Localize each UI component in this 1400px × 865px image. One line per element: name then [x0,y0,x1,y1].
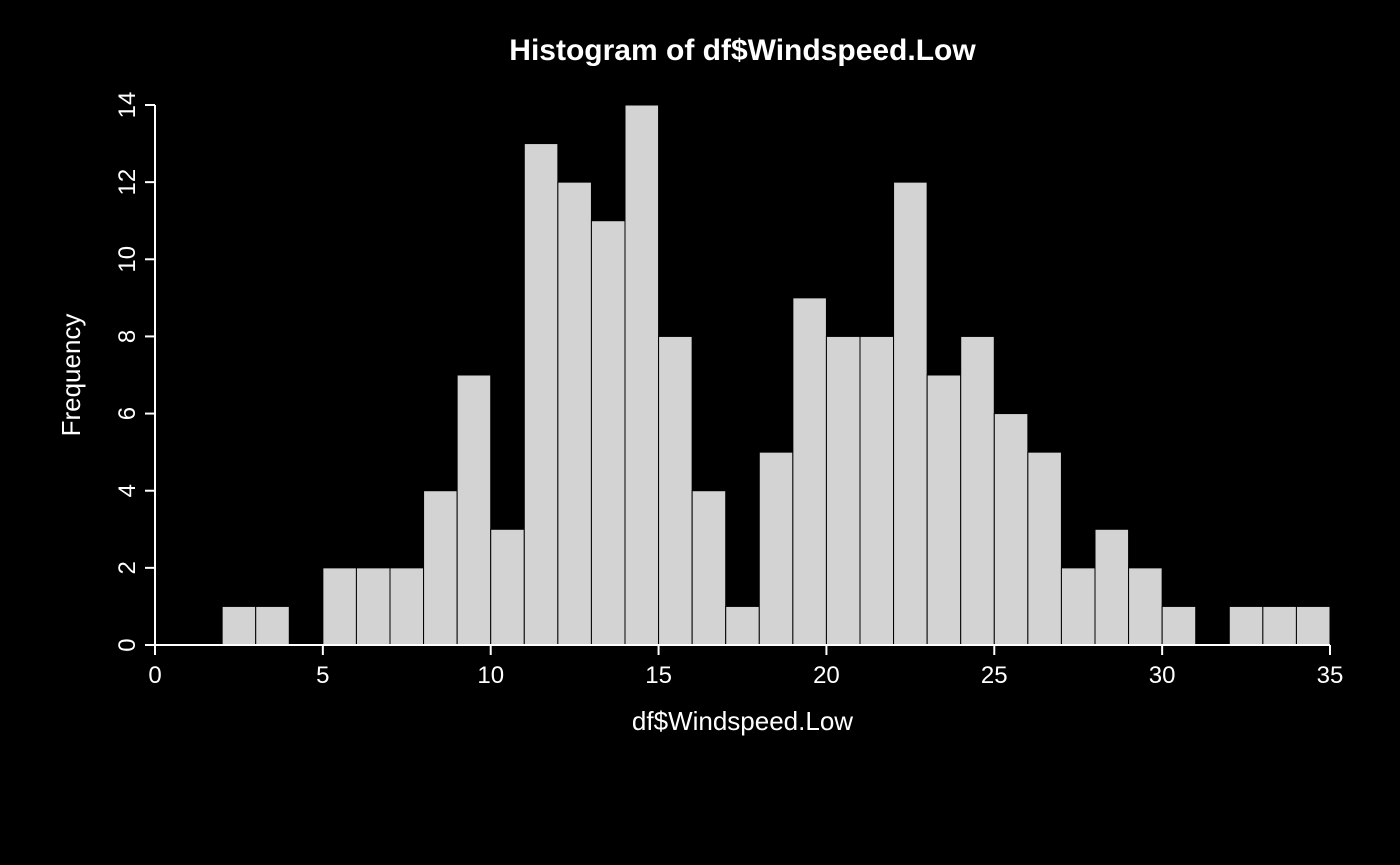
chart-title: Histogram of df$Windspeed.Low [509,34,976,67]
histogram-bar [558,182,592,645]
chart-container: Histogram of df$Windspeed.Low05101520253… [0,0,1400,865]
histogram-bar [826,336,860,645]
histogram-bar [524,144,558,645]
histogram-bar [1028,452,1062,645]
histogram-bar [1229,606,1263,645]
x-tick-label: 10 [477,662,504,689]
histogram-bar [222,606,256,645]
histogram-bar [1162,606,1196,645]
histogram-bar [860,336,894,645]
histogram-bar [726,606,760,645]
histogram-bar [424,491,458,645]
y-tick-label: 2 [114,561,141,574]
histogram-bar [256,606,290,645]
x-tick-label: 5 [316,662,329,689]
histogram-bar [927,375,961,645]
y-tick-label: 0 [114,638,141,651]
histogram-bar [390,568,424,645]
histogram-bar [961,336,995,645]
y-tick-label: 6 [114,407,141,420]
x-tick-label: 35 [1317,662,1344,689]
histogram-bar [1263,606,1297,645]
x-tick-label: 15 [645,662,672,689]
x-tick-label: 25 [981,662,1008,689]
histogram-bar [793,298,827,645]
x-tick-label: 30 [1149,662,1176,689]
y-tick-label: 14 [114,92,141,119]
histogram-bar [591,221,625,645]
histogram-bar [894,182,928,645]
histogram-bar [1061,568,1095,645]
histogram-bar [625,105,659,645]
histogram-bar [1095,529,1129,645]
y-axis-label: Frequency [56,314,86,437]
x-axis-label: df$Windspeed.Low [632,706,853,736]
histogram-bar [1296,606,1330,645]
histogram-bar [692,491,726,645]
x-tick-label: 0 [148,662,161,689]
histogram-bar [491,529,525,645]
x-tick-label: 20 [813,662,840,689]
y-tick-label: 12 [114,169,141,196]
y-tick-label: 10 [114,246,141,273]
histogram-bar [994,414,1028,645]
y-tick-label: 4 [114,484,141,497]
histogram-svg: Histogram of df$Windspeed.Low05101520253… [0,0,1400,865]
histogram-bar [323,568,357,645]
histogram-bar [356,568,390,645]
histogram-bar [457,375,491,645]
histogram-bar [759,452,793,645]
y-tick-label: 8 [114,330,141,343]
histogram-bar [1129,568,1163,645]
histogram-bar [659,336,693,645]
